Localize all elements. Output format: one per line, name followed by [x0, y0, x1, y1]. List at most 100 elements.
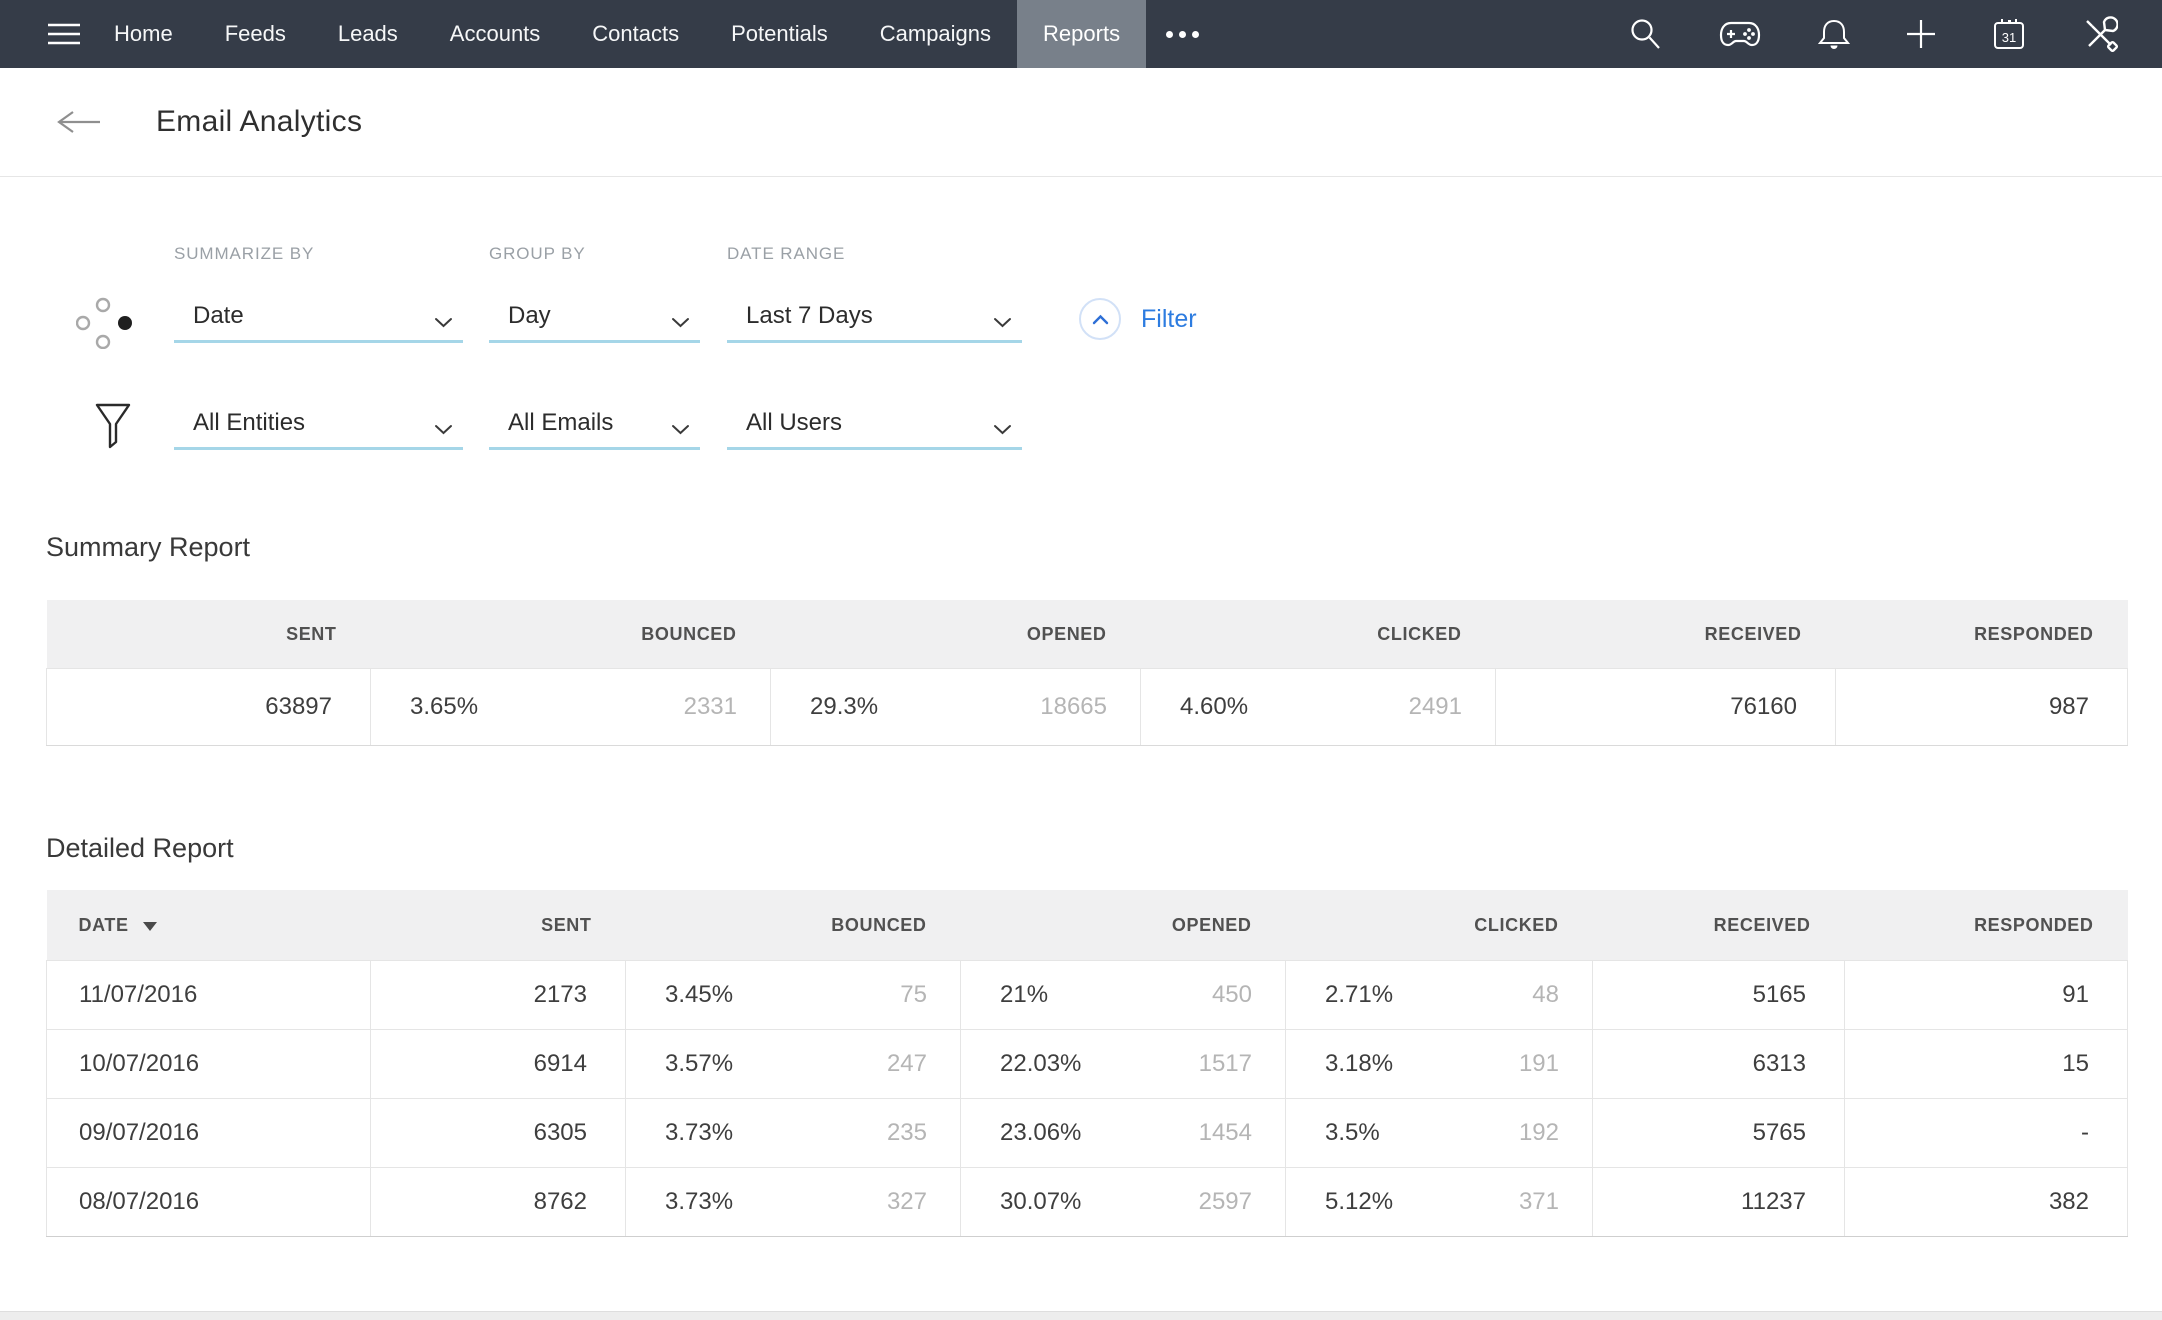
- page-header: Email Analytics: [0, 68, 2162, 177]
- opened-cell: 21% 450: [960, 960, 1286, 1030]
- group-by-label: GROUP BY: [489, 244, 586, 263]
- clicked-count: 192: [1518, 1119, 1559, 1146]
- summarize-by-label: SUMMARIZE BY: [174, 244, 315, 263]
- clicked-count: 371: [1518, 1188, 1559, 1215]
- col-bounced: BOUNCED: [370, 600, 771, 669]
- nav-item-contacts[interactable]: Contacts: [592, 21, 680, 46]
- bounced-count: 247: [886, 1050, 927, 1077]
- bounced-count: 235: [886, 1119, 927, 1146]
- received-value: 76160: [1495, 668, 1836, 746]
- bounced-pct: 3.45%: [665, 981, 734, 1008]
- table-row: 11/07/2016 2173 3.45% 75 21% 450 2.71% 48 5…: [46, 960, 2128, 1030]
- sent-value: 63897: [46, 668, 371, 746]
- date-value: 09/07/2016: [46, 1098, 371, 1168]
- sent-value: 6305: [370, 1098, 626, 1168]
- summary-header-row: SENT BOUNCED OPENED CLICKED RECEIVED RES…: [46, 600, 2128, 669]
- tools-icon[interactable]: [2082, 16, 2118, 52]
- received-value: 11237: [1592, 1167, 1845, 1237]
- more-icon[interactable]: [1166, 30, 1200, 38]
- clicked-pct: 2.71%: [1325, 981, 1394, 1008]
- received-value: 6313: [1592, 1029, 1845, 1099]
- opened-cell: 30.07% 2597: [960, 1167, 1286, 1237]
- table-row: 09/07/2016 6305 3.73% 235 23.06% 1454 3.5%…: [46, 1098, 2128, 1168]
- sent-value: 6914: [370, 1029, 626, 1099]
- col-date-label: DATE: [78, 914, 129, 935]
- clicked-cell: 3.5% 192: [1285, 1098, 1593, 1168]
- chevron-down-icon: [434, 317, 453, 328]
- game-controller-icon[interactable]: [1718, 20, 1762, 48]
- col-clicked: CLICKED: [1140, 600, 1496, 669]
- chevron-up-circle-icon: [1079, 298, 1121, 340]
- responded-value: 382: [1844, 1167, 2128, 1237]
- summary-data-row: 63897 3.65% 2331 29.3% 18665 4.60% 2491 …: [46, 668, 2128, 746]
- clicked-pct: 5.12%: [1325, 1188, 1394, 1215]
- entities-value: All Entities: [193, 409, 306, 436]
- bounced-count: 2331: [683, 693, 737, 720]
- nav-item-accounts[interactable]: Accounts: [449, 21, 541, 46]
- opened-pct: 23.06%: [1000, 1119, 1082, 1146]
- bounced-pct: 3.73%: [665, 1188, 734, 1215]
- received-value: 5165: [1592, 960, 1845, 1030]
- bounced-cell: 3.57% 247: [625, 1029, 961, 1099]
- back-arrow-icon[interactable]: [56, 109, 102, 135]
- nav-item-feeds[interactable]: Feeds: [224, 21, 286, 46]
- col-opened: OPENED: [960, 890, 1286, 961]
- bell-icon[interactable]: [1818, 17, 1850, 51]
- date-range-value: Last 7 Days: [746, 302, 873, 329]
- nav-item-reports[interactable]: Reports: [1017, 0, 1147, 68]
- summary-report-table: SENT BOUNCED OPENED CLICKED RECEIVED RES…: [46, 600, 2128, 746]
- summarize-by-value: Date: [193, 302, 244, 329]
- plus-icon[interactable]: [1906, 19, 1936, 49]
- chevron-down-icon: [671, 317, 690, 328]
- nav-item-home[interactable]: Home: [114, 21, 173, 46]
- svg-text:31: 31: [2002, 30, 2016, 45]
- chevron-down-icon: [993, 424, 1012, 435]
- entities-select[interactable]: All Entities: [174, 403, 463, 450]
- col-received: RECEIVED: [1592, 890, 1845, 961]
- opened-pct: 30.07%: [1000, 1188, 1082, 1215]
- users-select[interactable]: All Users: [727, 403, 1022, 450]
- top-navbar: Home Feeds Leads Accounts Contacts Poten…: [0, 0, 2162, 68]
- opened-cell: 22.03% 1517: [960, 1029, 1286, 1099]
- clicked-count: 191: [1518, 1050, 1559, 1077]
- summary-report-title: Summary Report: [46, 532, 251, 562]
- chevron-down-icon: [671, 424, 690, 435]
- bounced-pct: 3.57%: [665, 1050, 734, 1077]
- group-by-select[interactable]: Day: [489, 296, 700, 343]
- emails-value: All Emails: [508, 409, 614, 436]
- nav-item-potentials[interactable]: Potentials: [731, 21, 828, 46]
- opened-count: 1517: [1198, 1050, 1252, 1077]
- detailed-report-title: Detailed Report: [46, 833, 234, 863]
- clicked-pct: 3.5%: [1325, 1119, 1380, 1146]
- bounced-cell: 3.73% 235: [625, 1098, 961, 1168]
- detailed-header-row: DATE SENT BOUNCED OPENED CLICKED RECEIVE…: [46, 890, 2128, 961]
- col-sent: SENT: [370, 890, 626, 961]
- hamburger-menu-icon[interactable]: [46, 21, 82, 47]
- date-value: 10/07/2016: [46, 1029, 371, 1099]
- sent-value: 2173: [370, 960, 626, 1030]
- calendar-icon[interactable]: 31: [1992, 17, 2026, 51]
- responded-value: 15: [1844, 1029, 2128, 1099]
- date-range-select[interactable]: Last 7 Days: [727, 296, 1022, 343]
- users-value: All Users: [746, 409, 843, 436]
- nav-item-leads[interactable]: Leads: [337, 21, 398, 46]
- filter-link-label: Filter: [1141, 304, 1197, 333]
- filter-toggle[interactable]: Filter: [1079, 298, 1197, 340]
- summarize-by-select[interactable]: Date: [174, 296, 463, 343]
- summarize-cluster-icon: [76, 297, 139, 349]
- search-icon[interactable]: [1628, 17, 1662, 51]
- nav-items: Home Feeds Leads Accounts Contacts Poten…: [88, 0, 1147, 68]
- page-title: Email Analytics: [156, 105, 363, 138]
- group-by-value: Day: [508, 302, 551, 329]
- bounced-count: 327: [886, 1188, 927, 1215]
- emails-select[interactable]: All Emails: [489, 403, 700, 450]
- clicked-pct: 3.18%: [1325, 1050, 1394, 1077]
- filter-panel: SUMMARIZE BY Date All Entities GROUP BY …: [0, 177, 2162, 492]
- col-bounced: BOUNCED: [625, 890, 961, 961]
- nav-item-campaigns[interactable]: Campaigns: [879, 21, 992, 46]
- opened-pct: 21%: [1000, 981, 1049, 1008]
- col-responded: RESPONDED: [1835, 600, 2128, 669]
- clicked-count: 48: [1532, 981, 1559, 1008]
- responded-value: -: [1844, 1098, 2128, 1168]
- col-date-sortable[interactable]: DATE: [46, 890, 371, 961]
